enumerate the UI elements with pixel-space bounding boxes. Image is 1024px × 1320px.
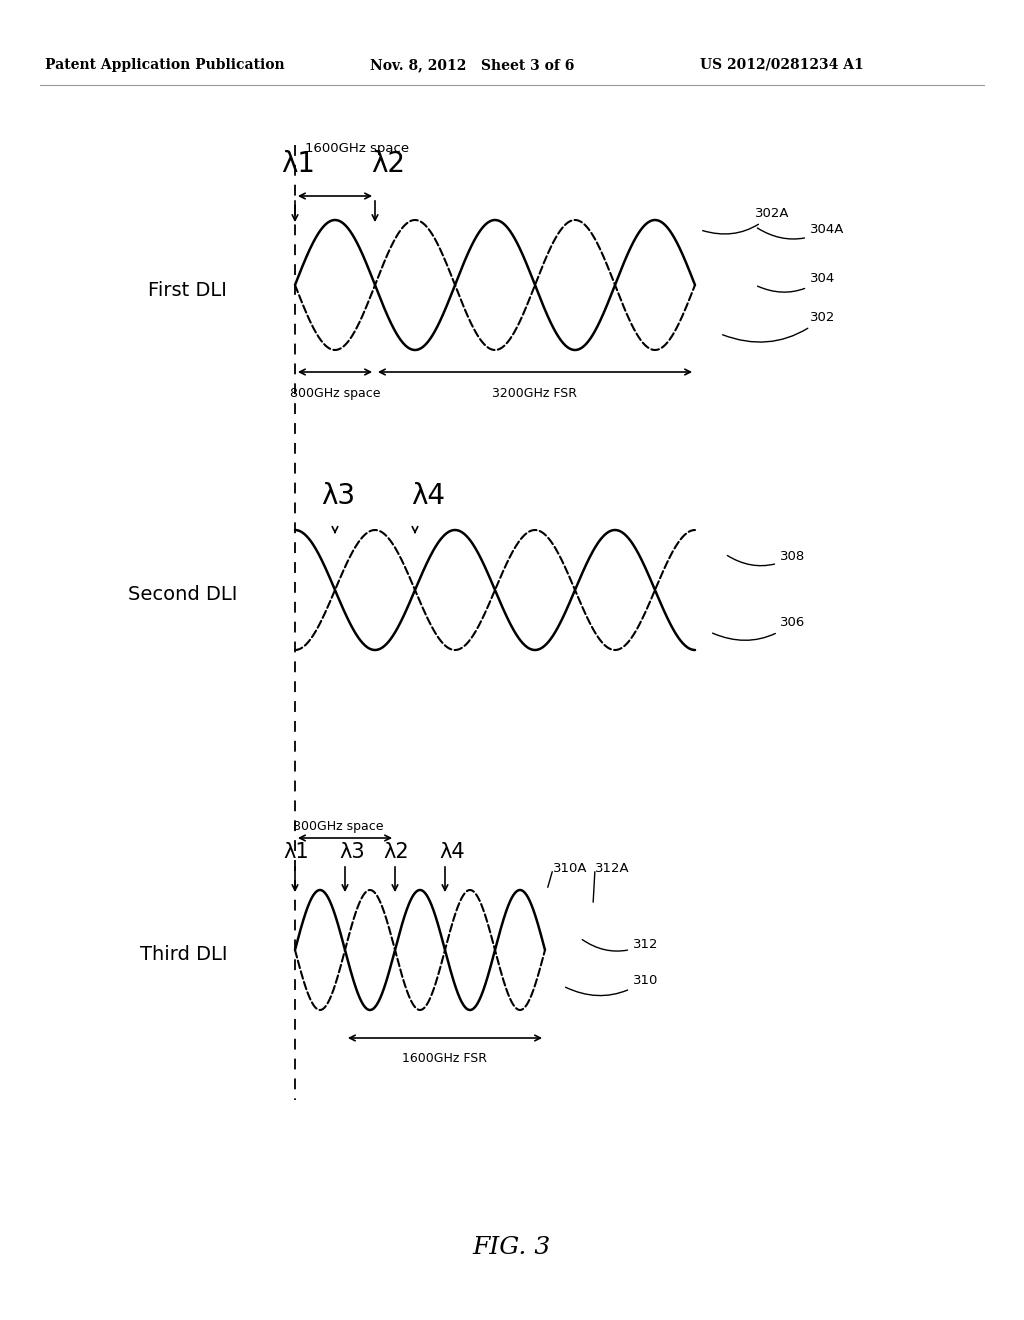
Text: λ3: λ3 xyxy=(321,482,355,510)
Text: 800GHz space: 800GHz space xyxy=(290,387,380,400)
Text: 302A: 302A xyxy=(702,207,790,234)
Text: 310A: 310A xyxy=(553,862,588,875)
Text: λ4: λ4 xyxy=(411,482,445,510)
Text: 308: 308 xyxy=(727,550,805,566)
Text: 312A: 312A xyxy=(595,862,630,875)
Text: 306: 306 xyxy=(713,616,805,640)
Text: λ1: λ1 xyxy=(281,150,315,178)
Text: 312: 312 xyxy=(583,937,658,952)
Text: 3200GHz FSR: 3200GHz FSR xyxy=(493,387,578,400)
Text: US 2012/0281234 A1: US 2012/0281234 A1 xyxy=(700,58,864,73)
Text: 800GHz space: 800GHz space xyxy=(293,820,384,833)
Text: λ2: λ2 xyxy=(383,842,409,862)
Text: λ2: λ2 xyxy=(371,150,406,178)
Text: Nov. 8, 2012   Sheet 3 of 6: Nov. 8, 2012 Sheet 3 of 6 xyxy=(370,58,574,73)
Text: Second DLI: Second DLI xyxy=(128,586,238,605)
Text: 1600GHz FSR: 1600GHz FSR xyxy=(402,1052,487,1065)
Text: 310: 310 xyxy=(565,974,658,995)
Text: λ3: λ3 xyxy=(339,842,365,862)
Text: λ1: λ1 xyxy=(283,842,308,862)
Text: 304A: 304A xyxy=(758,223,845,239)
Text: 302: 302 xyxy=(723,312,836,342)
Text: FIG. 3: FIG. 3 xyxy=(473,1237,551,1259)
Text: 304: 304 xyxy=(758,272,836,292)
Text: First DLI: First DLI xyxy=(148,281,227,300)
Text: Third DLI: Third DLI xyxy=(140,945,227,965)
Text: 1600GHz space: 1600GHz space xyxy=(305,143,410,154)
Text: λ4: λ4 xyxy=(439,842,465,862)
Text: Patent Application Publication: Patent Application Publication xyxy=(45,58,285,73)
